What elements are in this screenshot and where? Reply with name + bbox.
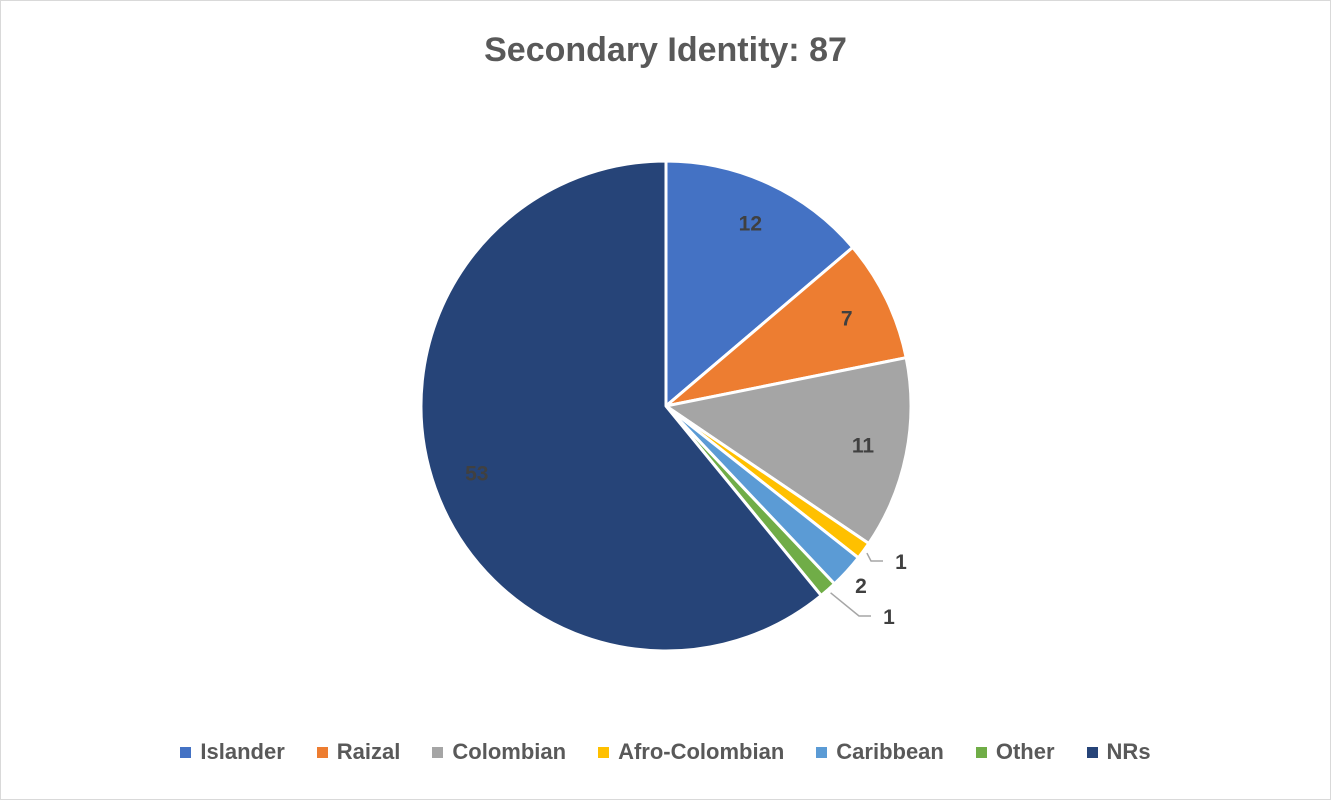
legend-item-colombian: Colombian (432, 739, 566, 765)
legend-swatch-nrs (1086, 746, 1098, 758)
legend: Islander Raizal Colombian Afro-Colombian Car… (1, 739, 1330, 765)
legend-label-other: Other (995, 739, 1055, 764)
pie-slice-colombian (664, 356, 913, 545)
data-label-afro-colombian: 1 (895, 551, 907, 574)
legend-label-colombian: Colombian (452, 739, 567, 764)
legend-swatch-raizal (316, 746, 328, 758)
legend-label-caribbean: Caribbean (836, 739, 944, 764)
pie-slice-islander (664, 159, 855, 408)
legend-swatch-islander (180, 746, 192, 758)
legend-item-caribbean: Caribbean (816, 739, 944, 765)
legend-item-afro-colombian: Afro-Colombian (598, 739, 784, 765)
legend-label-islander: Islander (200, 739, 285, 764)
legend-label-nrs: NRs (1106, 739, 1151, 764)
data-label-other: 1 (883, 606, 895, 629)
legend-swatch-colombian (432, 746, 444, 758)
data-label-nrs: 53 (465, 463, 488, 486)
legend-item-raizal: Raizal (316, 739, 401, 765)
legend-swatch-caribbean (816, 746, 828, 758)
leader-line-other (830, 592, 871, 617)
legend-label-raizal: Raizal (336, 739, 401, 764)
legend-swatch-other (975, 746, 987, 758)
data-label-raizal: 7 (841, 307, 853, 330)
pie-slice-nrs (419, 159, 823, 653)
legend-item-other: Other (975, 739, 1055, 765)
legend-item-nrs: NRs (1086, 739, 1151, 765)
data-label-caribbean: 2 (855, 575, 867, 598)
leader-line-afro-colombian (866, 552, 883, 562)
pie-slice-raizal (664, 245, 908, 408)
legend-item-islander: Islander (180, 739, 285, 765)
data-label-islander: 12 (739, 213, 762, 236)
legend-label-afro-colombian: Afro-Colombian (618, 739, 785, 764)
chart-title: Secondary Identity: 87 (484, 31, 847, 69)
legend-swatch-afro-colombian (598, 746, 610, 758)
data-label-colombian: 11 (852, 435, 875, 458)
